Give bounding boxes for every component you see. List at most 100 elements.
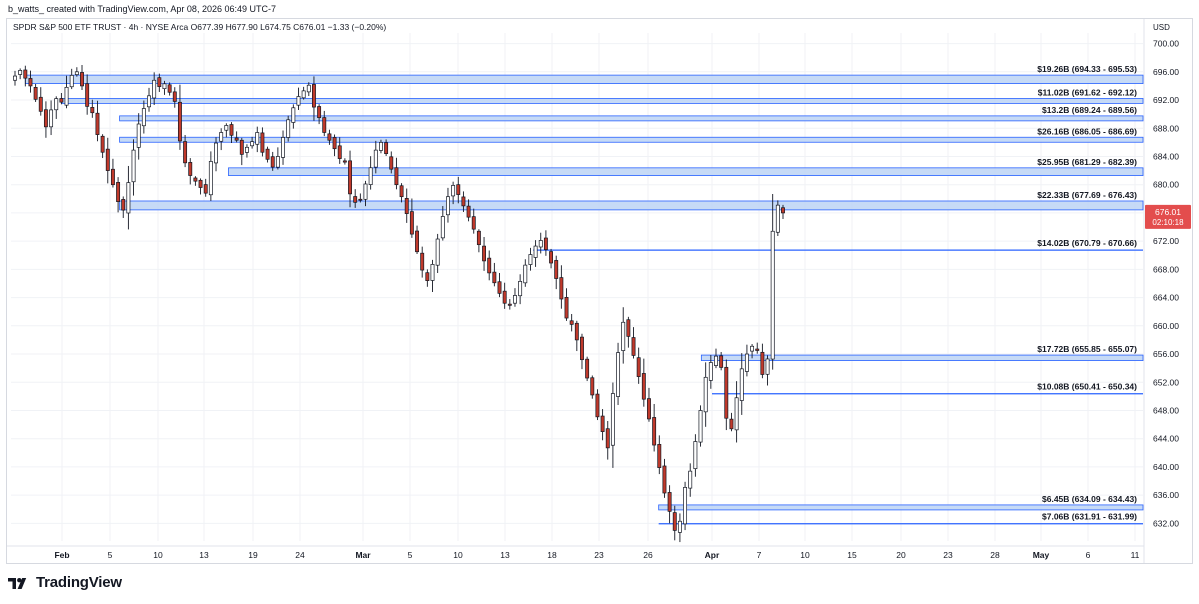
candle-up xyxy=(770,230,775,360)
candle-down xyxy=(90,107,95,114)
tradingview-logo: TradingView xyxy=(8,574,122,591)
candle-down xyxy=(332,137,337,150)
candle-up xyxy=(621,321,626,351)
candle-down xyxy=(327,133,332,141)
candle-down xyxy=(23,69,28,79)
price-tick-label: 668.00 xyxy=(1153,264,1179,274)
chart-frame[interactable]: $19.26B (694.33 - 695.53) $11.02B (691.62… xyxy=(6,18,1193,564)
candle-up xyxy=(708,362,713,381)
candle-down xyxy=(466,205,471,218)
candle-down xyxy=(420,252,425,271)
candle-down xyxy=(188,162,193,176)
candle-up xyxy=(714,355,718,366)
candle-down xyxy=(157,77,162,87)
candle-up xyxy=(281,137,285,158)
candle-down xyxy=(183,141,188,164)
candle-down xyxy=(394,167,399,186)
candle-up xyxy=(744,353,749,372)
time-tick-label: 11 xyxy=(1131,550,1140,560)
candle-down xyxy=(110,168,115,186)
time-tick-label: 19 xyxy=(248,550,258,560)
zone-band xyxy=(119,200,1144,211)
candle-down xyxy=(647,398,651,420)
candle-down xyxy=(317,106,322,119)
candle-up xyxy=(64,86,69,106)
candle-up xyxy=(301,90,306,99)
candle-down xyxy=(781,207,785,214)
time-tick-label: 26 xyxy=(643,550,653,560)
zone-band xyxy=(24,74,1144,84)
time-tick-label: 23 xyxy=(943,550,953,560)
chart-caption: b_watts_ created with TradingView.com, A… xyxy=(8,4,276,14)
candle-down xyxy=(265,148,270,160)
candle-up xyxy=(208,161,213,196)
candle-down xyxy=(121,199,126,211)
candle-up xyxy=(214,142,218,164)
candle-up xyxy=(291,107,296,123)
candle-up xyxy=(430,264,435,281)
candle-down xyxy=(641,373,646,400)
candle-down xyxy=(456,184,461,195)
candle-up xyxy=(368,167,373,185)
candle-down xyxy=(502,290,507,304)
time-tick-label: 20 xyxy=(896,550,906,560)
candle-down xyxy=(605,428,610,449)
price-tick-label: 636.00 xyxy=(1153,490,1179,500)
candle-up xyxy=(451,185,456,197)
candle-down xyxy=(415,230,419,253)
time-tick-label: Apr xyxy=(705,550,720,560)
candle-up xyxy=(373,149,378,168)
candle-down xyxy=(43,109,48,128)
price-tick-label: 700.00 xyxy=(1153,39,1179,49)
candle-down xyxy=(652,417,657,446)
time-tick-label: 5 xyxy=(408,550,413,560)
candle-up xyxy=(683,487,688,525)
candle-down xyxy=(425,272,430,282)
price-tick-label: 648.00 xyxy=(1153,405,1179,415)
zone-label: $11.02B (691.62 - 692.12) xyxy=(1038,87,1137,97)
candle-down xyxy=(312,84,316,108)
price-tick-label: 688.00 xyxy=(1153,123,1179,133)
time-tick-label: 18 xyxy=(547,550,557,560)
candle-up xyxy=(306,84,311,93)
candle-down xyxy=(348,160,352,195)
candle-up xyxy=(126,182,131,214)
candle-up xyxy=(677,520,682,533)
current-price-value: 676.01 xyxy=(1155,207,1181,217)
candle-down xyxy=(38,96,43,112)
candle-up xyxy=(69,74,74,88)
candle-down xyxy=(409,211,414,235)
candle-down xyxy=(353,196,358,203)
time-tick-label: 5 xyxy=(108,550,113,560)
candle-down xyxy=(239,139,244,155)
candle-up xyxy=(739,368,744,401)
candlestick-chart[interactable]: $19.26B (694.33 - 695.53) $11.02B (691.62… xyxy=(7,19,1192,563)
zone-labels: $19.26B (694.33 - 695.53) $11.02B (691.62… xyxy=(1037,64,1137,522)
bar-countdown: 02:10:18 xyxy=(1152,218,1184,227)
candle-up xyxy=(703,376,708,413)
candle-down xyxy=(631,337,636,356)
candle-up xyxy=(363,183,368,200)
candles xyxy=(13,64,785,543)
price-tick-label: 680.00 xyxy=(1153,180,1179,190)
candle-up xyxy=(136,123,141,148)
candle-up xyxy=(446,196,450,216)
candle-down xyxy=(177,101,182,142)
candle-up xyxy=(538,240,543,248)
price-tick-label: 652.00 xyxy=(1153,377,1179,387)
candle-down xyxy=(667,492,672,512)
zone-label: $7.06B (631.91 - 631.99) xyxy=(1042,512,1137,522)
candle-down xyxy=(172,91,177,102)
price-tick-label: 640.00 xyxy=(1153,462,1179,472)
candle-down xyxy=(719,355,724,368)
zone-label: $13.2B (689.24 - 689.56) xyxy=(1042,105,1137,115)
candle-up xyxy=(244,146,249,153)
candle-up xyxy=(162,83,167,90)
candle-up xyxy=(698,410,703,443)
zone-label: $6.45B (634.09 - 634.43) xyxy=(1042,494,1137,504)
grid xyxy=(11,33,1143,541)
zone-label: $17.72B (655.85 - 655.07) xyxy=(1037,344,1137,354)
candle-down xyxy=(105,148,110,171)
candle-up xyxy=(379,142,383,151)
